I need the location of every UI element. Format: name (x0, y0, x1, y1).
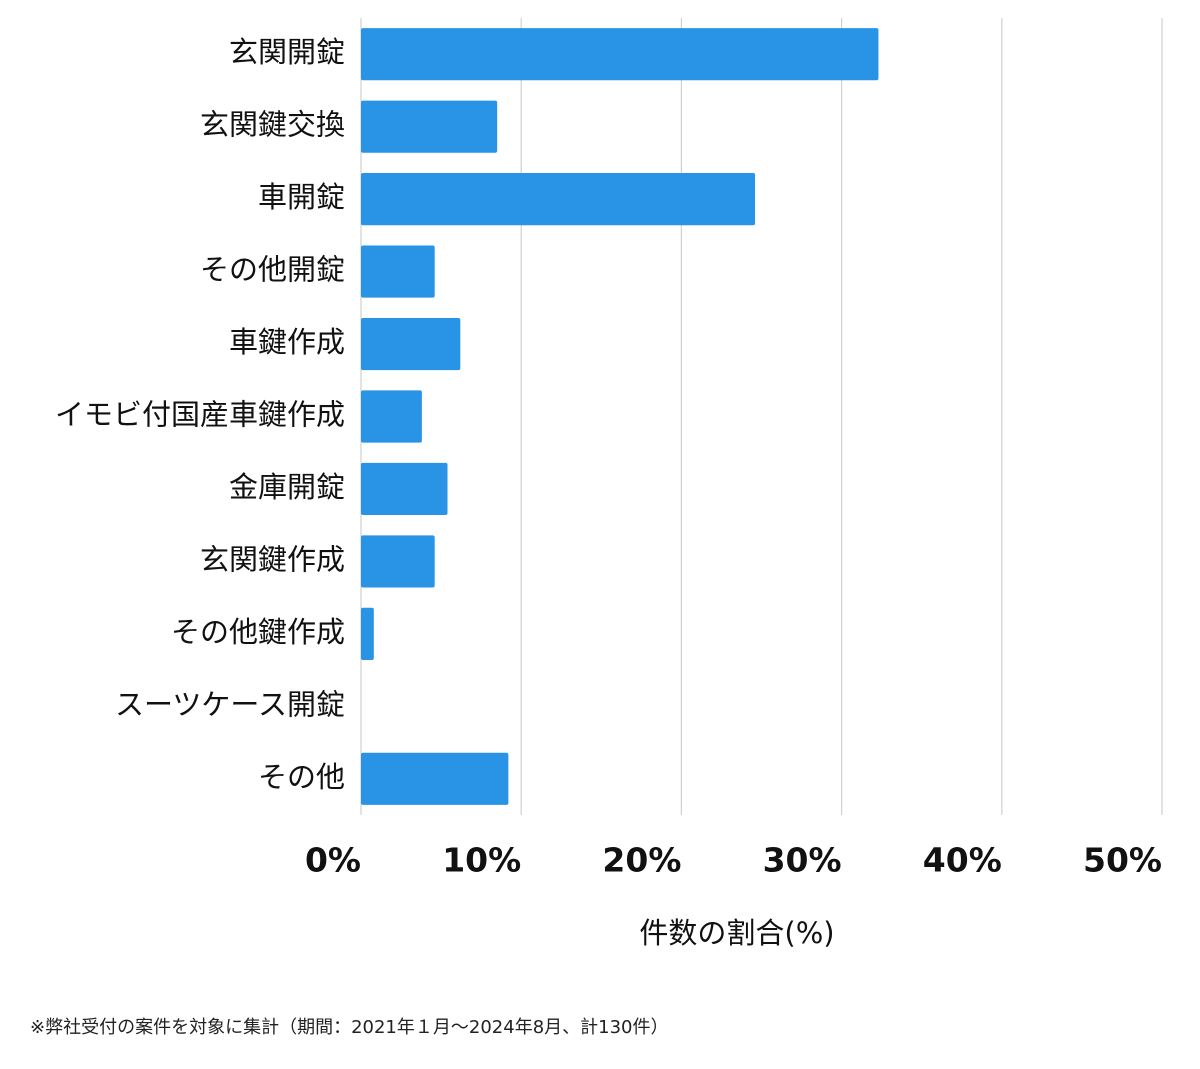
x-tick-label: 40% (923, 841, 1002, 880)
y-tick-label: スーツケース開錠 (115, 687, 345, 721)
x-tick-label: 0% (305, 841, 361, 880)
y-tick-label: その他 (258, 760, 345, 794)
bar (361, 245, 435, 298)
y-tick-label: 金庫開錠 (229, 470, 345, 504)
y-tick-label: 玄関鍵交換 (200, 108, 345, 142)
x-tick-label: 30% (763, 841, 842, 880)
y-tick-label: 車鍵作成 (229, 325, 345, 359)
y-tick-label: その他鍵作成 (171, 615, 345, 649)
x-axis-title: 件数の割合(%) (639, 916, 834, 950)
y-tick-label: 車開錠 (258, 180, 345, 214)
y-tick-label: 玄関鍵作成 (200, 542, 345, 576)
bar (361, 462, 448, 516)
x-tick-label: 50% (1083, 841, 1162, 880)
bar (361, 28, 879, 81)
bar (361, 317, 461, 371)
x-tick-label: 10% (442, 841, 521, 880)
footnote: ※弊社受付の案件を対象に集計（期間：2021年１月〜2024年8月、計130件） (30, 1017, 669, 1038)
y-tick-label: 玄関開錠 (229, 35, 345, 69)
y-tick-label: その他開錠 (200, 253, 345, 287)
bar (361, 390, 422, 443)
bar (361, 752, 509, 805)
bar (361, 607, 374, 660)
bar (361, 535, 435, 588)
y-tick-label: イモビ付国産車鍵作成 (55, 398, 345, 432)
bar (361, 173, 756, 226)
x-tick-label: 20% (602, 841, 681, 880)
bar (361, 100, 498, 153)
